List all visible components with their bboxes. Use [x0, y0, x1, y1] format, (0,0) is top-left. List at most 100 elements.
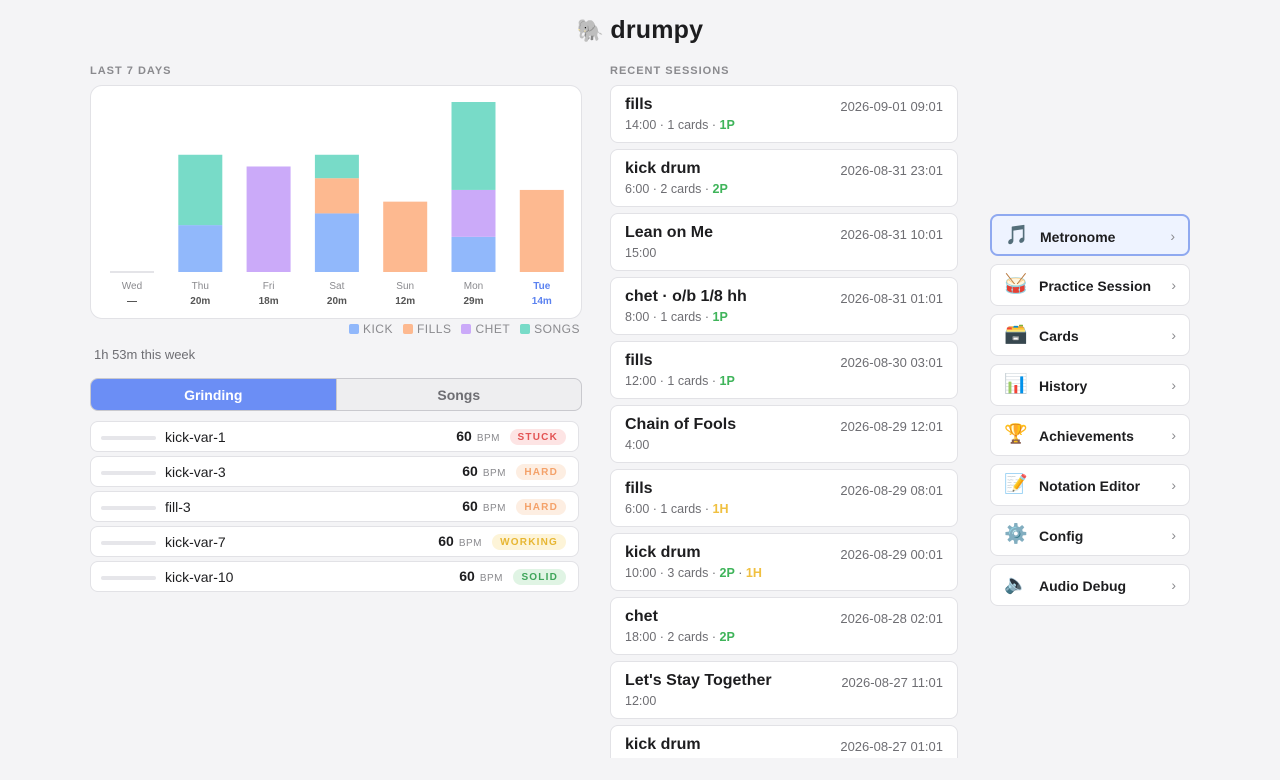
session-tag: 1P — [719, 118, 735, 132]
session-title: kick drum — [625, 160, 701, 177]
menu-item-label: Metronome — [1040, 229, 1116, 245]
bpm-unit: BPM — [476, 433, 500, 444]
chevron-right-icon: › — [1171, 577, 1176, 593]
drum-icon: 🥁 — [1004, 274, 1028, 295]
session-date: 2026-08-28 02:01 — [840, 611, 943, 626]
progress-bar — [101, 541, 156, 545]
session-meta: 6:00 · 2 cards · 2P — [625, 182, 728, 196]
session-meta: 6:00 · 1 cards · 1H — [625, 502, 729, 516]
bpm-value: 60 — [456, 428, 472, 444]
session-meta: 8:00 · 1 cards · 1P — [625, 310, 728, 324]
bpm-unit: BPM — [458, 538, 482, 549]
legend-label: SONGS — [534, 322, 580, 336]
session-tag: 1H — [745, 566, 762, 580]
grinding-row[interactable]: kick-var-7 WORKING 60 BPM — [90, 526, 579, 557]
meta-separator: · — [708, 118, 720, 132]
empty-bar-wed — [110, 271, 154, 273]
session-tag: 1P — [719, 374, 735, 388]
session-meta: 12:00 · 1 cards · 1P — [625, 374, 735, 388]
session-card[interactable]: fills 2026-09-01 09:01 14:00 · 1 cards · 1… — [610, 85, 958, 143]
x-tick-label: Mon — [464, 281, 483, 292]
menu-item-metronome[interactable]: 🎵 Metronome › — [990, 214, 1190, 256]
legend-swatch — [461, 324, 472, 334]
session-card[interactable]: Let's Stay Together 2026-08-27 11:01 12:00 — [610, 661, 958, 719]
session-title: chet · o/b 1/8 hh — [625, 288, 747, 305]
session-title: fills — [625, 96, 653, 113]
day-total-label: 20m — [327, 296, 347, 307]
memo-icon: 📝 — [1004, 474, 1028, 495]
grinding-list: kick-var-1 STUCK 60 BPM kick-var-3 HARD 60 BPM f… — [90, 421, 579, 596]
menu-item-history[interactable]: 📊 History › — [990, 364, 1190, 406]
x-tick-label: Sun — [396, 281, 414, 292]
session-tag: 2P — [719, 566, 735, 580]
session-meta: 10:00 · 3 cards · 2P · 1H — [625, 566, 762, 580]
grinding-row[interactable]: fill-3 HARD 60 BPM — [90, 491, 579, 522]
menu-item-notation-editor[interactable]: 📝 Notation Editor › — [990, 464, 1190, 506]
menu-item-config[interactable]: ⚙️ Config › — [990, 514, 1190, 556]
tab-songs[interactable]: Songs — [335, 379, 582, 410]
menu-item-audio-debug[interactable]: 🔈 Audio Debug › — [990, 564, 1190, 606]
chevron-right-icon: › — [1170, 228, 1175, 244]
meta-separator: · — [708, 630, 720, 644]
session-card[interactable]: chet · o/b 1/8 hh 2026-08-31 01:01 8:00 · … — [610, 277, 958, 335]
menu-item-achievements[interactable]: 🏆 Achievements › — [990, 414, 1190, 456]
session-title: Let's Stay Together — [625, 672, 772, 689]
session-card[interactable]: kick drum 2026-08-31 23:01 6:00 · 2 cards … — [610, 149, 958, 207]
bar-fri-chet — [246, 166, 291, 272]
status-badge: HARD — [516, 464, 566, 480]
grinding-row[interactable]: kick-var-3 HARD 60 BPM — [90, 456, 579, 487]
grinding-row[interactable]: kick-var-10 SOLID 60 BPM — [90, 561, 579, 592]
chevron-right-icon: › — [1171, 327, 1176, 343]
menu-item-label: Practice Session — [1039, 278, 1152, 294]
menu-item-practice-session[interactable]: 🥁 Practice Session › — [990, 264, 1190, 306]
session-card[interactable]: fills 2026-08-30 03:01 12:00 · 1 cards · 1… — [610, 341, 958, 399]
card-name: kick-var-7 — [165, 534, 226, 550]
session-meta-text: 6:00 · 2 cards — [625, 182, 702, 196]
bar-mon-songs — [451, 102, 496, 190]
weekly-stacked-bar-chart: Wed — Thu 20m Fri 18m Sat 20m Sun 12m Mon 29m Tue 14m — [110, 102, 564, 307]
day-total-label: 12m — [395, 296, 415, 307]
session-title: fills — [625, 480, 653, 497]
card-box-icon: 🗃️ — [1004, 324, 1028, 345]
meta-separator: · — [708, 374, 720, 388]
menu-item-label: Notation Editor — [1039, 478, 1141, 494]
legend-item-chet: CHET — [461, 322, 510, 336]
trophy-icon: 🏆 — [1004, 424, 1028, 445]
session-card[interactable]: kick drum 2026-08-29 00:01 10:00 · 3 cards… — [610, 533, 958, 591]
session-card[interactable]: Chain of Fools 2026-08-29 12:01 4:00 — [610, 405, 958, 463]
session-card[interactable]: kick drum 2026-08-27 01:01 — [610, 725, 958, 758]
chevron-right-icon: › — [1171, 377, 1176, 393]
session-card[interactable]: fills 2026-08-29 08:01 6:00 · 1 cards · 1H — [610, 469, 958, 527]
session-meta-text: 6:00 · 1 cards — [625, 502, 702, 516]
session-tag: 1P — [712, 310, 728, 324]
session-date: 2026-08-27 11:01 — [841, 675, 943, 690]
grinding-row[interactable]: kick-var-1 STUCK 60 BPM — [90, 421, 579, 452]
menu-item-cards[interactable]: 🗃️ Cards › — [990, 314, 1190, 356]
session-card[interactable]: chet 2026-08-28 02:01 18:00 · 2 cards · 2P — [610, 597, 958, 655]
bpm-readout: 60 BPM — [438, 533, 482, 549]
legend-label: FILLS — [416, 322, 452, 336]
session-card[interactable]: Lean on Me 2026-08-31 10:01 15:00 — [610, 213, 958, 271]
day-total-label: 20m — [190, 296, 210, 307]
session-meta-text: 8:00 · 1 cards — [625, 310, 702, 324]
card-name: fill-3 — [165, 499, 191, 515]
bpm-unit: BPM — [482, 503, 506, 514]
legend-swatch — [402, 324, 413, 334]
elephant-logo-icon: 🐘 — [576, 18, 605, 43]
bpm-value: 60 — [462, 498, 478, 514]
day-total-label: — — [127, 296, 137, 307]
weekly-chart-card: Wed — Thu 20m Fri 18m Sat 20m Sun 12m Mon 29m Tue 14m — [90, 85, 582, 319]
bpm-readout: 60 BPM — [459, 568, 503, 584]
bar-sat-songs — [314, 154, 359, 179]
card-name: kick-var-10 — [165, 569, 234, 585]
bpm-readout: 60 BPM — [462, 498, 506, 514]
menu-item-label: Cards — [1039, 328, 1079, 344]
session-date: 2026-08-29 00:01 — [840, 547, 943, 562]
bpm-value: 60 — [438, 533, 454, 549]
progress-bar — [101, 471, 156, 475]
session-title: kick drum — [625, 736, 701, 753]
tab-grinding[interactable]: Grinding — [91, 379, 336, 410]
section-label-recent-sessions: RECENT SESSIONS — [610, 65, 730, 77]
session-meta: 4:00 — [625, 438, 649, 452]
session-title: Lean on Me — [625, 224, 714, 241]
